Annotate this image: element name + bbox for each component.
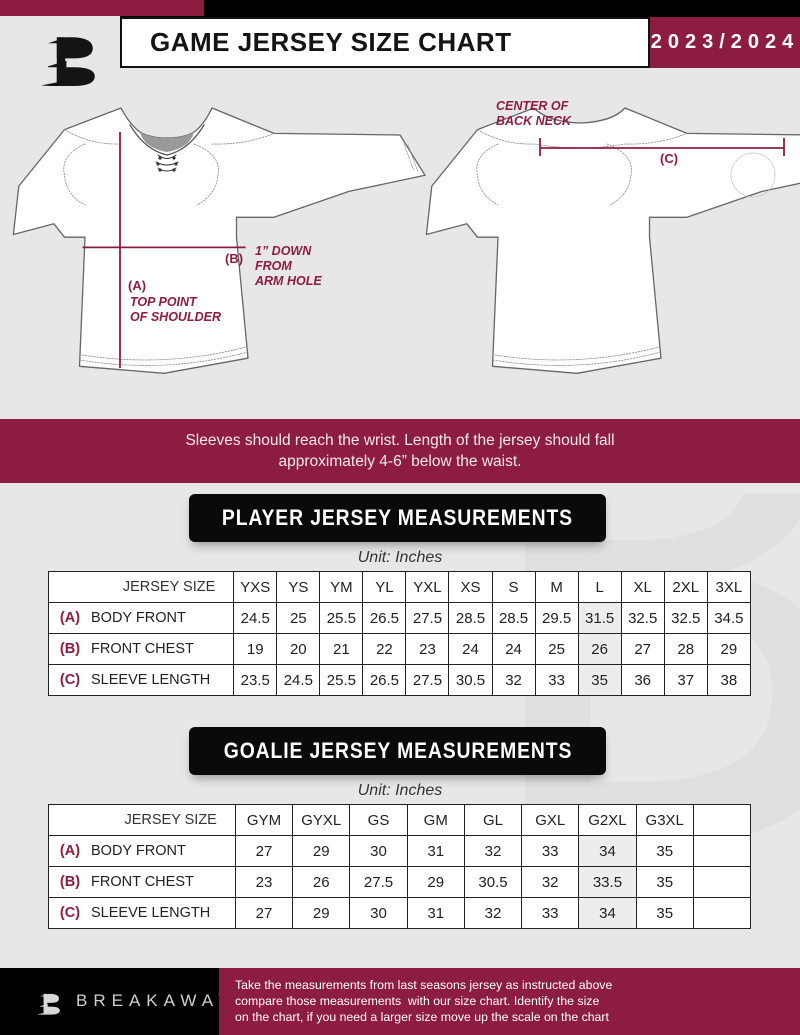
svg-text:OF SHOULDER: OF SHOULDER xyxy=(130,310,221,324)
svg-text:TOP POINT: TOP POINT xyxy=(130,295,198,309)
svg-text:CENTER OF: CENTER OF xyxy=(496,100,569,113)
svg-text:FROM: FROM xyxy=(255,259,292,273)
svg-text:1” DOWN: 1” DOWN xyxy=(255,244,312,258)
svg-text:(A): (A) xyxy=(128,278,146,293)
svg-text:(C): (C) xyxy=(660,151,678,166)
svg-text:(B): (B) xyxy=(225,251,243,266)
svg-text:BACK NECK: BACK NECK xyxy=(496,114,572,128)
svg-text:ARM HOLE: ARM HOLE xyxy=(254,274,322,288)
